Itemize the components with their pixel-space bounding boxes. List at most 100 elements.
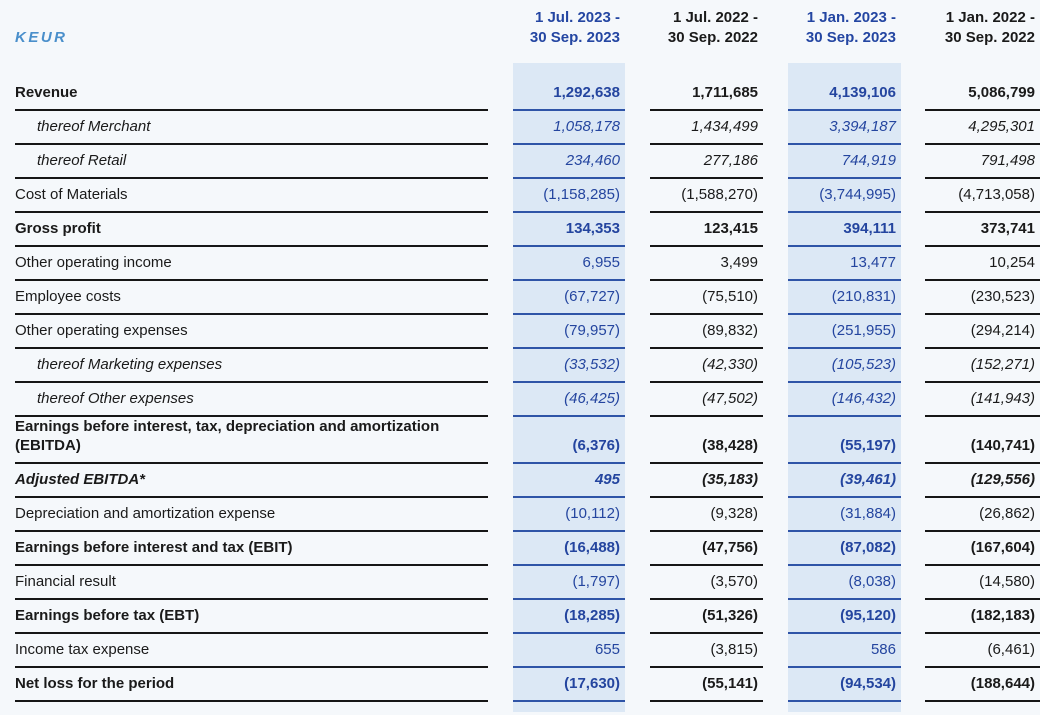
- cell-value: (3,744,995): [788, 178, 901, 213]
- row-label: Earnings before interest and tax (EBIT): [15, 531, 488, 566]
- table-row: Gross profit 134,353 123,415 394,111 373,741: [0, 212, 1040, 247]
- row-label: Income tax expense: [15, 633, 488, 668]
- cell-value: 4,295,301: [925, 110, 1040, 145]
- cell-value: (79,957): [513, 314, 625, 349]
- table-row: Financial result (1,797) (3,570) (8,038) (14…: [0, 565, 1040, 600]
- table-row: thereof Retail 234,460 277,186 744,919 791,4…: [0, 144, 1040, 179]
- cell-value: (75,510): [650, 280, 763, 315]
- header-gap-row: [0, 55, 1040, 63]
- cell-value: (140,741): [925, 416, 1040, 464]
- cell-value: 791,498: [925, 144, 1040, 179]
- column-header-q3-2023: 1 Jul. 2023 - 30 Sep. 2023: [529, 9, 620, 46]
- cell-value: 1,058,178: [513, 110, 625, 145]
- cell-value: (26,862): [925, 497, 1040, 532]
- cell-value: 373,741: [925, 212, 1040, 247]
- cell-value: 6,955: [513, 246, 625, 281]
- column-header-9m-2023: 1 Jan. 2023 - 30 Sep. 2023: [805, 9, 896, 46]
- table-row: Adjusted EBITDA* 495 (35,183) (39,461) (129,…: [0, 463, 1040, 498]
- row-label: Financial result: [15, 565, 488, 600]
- column-header-q3-2022: 1 Jul. 2022 - 30 Sep. 2022: [667, 9, 758, 46]
- row-label: Employee costs: [15, 280, 488, 315]
- table-header-row: KEUR 1 Jul. 2023 - 30 Sep. 2023 1 Jul. 2…: [0, 0, 1040, 55]
- cell-value: (3,570): [650, 565, 763, 600]
- cell-value: (95,120): [788, 599, 901, 634]
- row-label: Other operating income: [15, 246, 488, 281]
- table-row: Earnings before interest, tax, depreciat…: [0, 416, 1040, 464]
- cell-value: 495: [513, 463, 625, 498]
- column-header-9m-2022: 1 Jan. 2022 - 30 Sep. 2022: [944, 9, 1035, 46]
- cell-value: (3,815): [650, 633, 763, 668]
- table-row: Cost of Materials (1,158,285) (1,588,270) (…: [0, 178, 1040, 213]
- cell-value: (152,271): [925, 348, 1040, 383]
- cell-value: 277,186: [650, 144, 763, 179]
- cell-value: (8,038): [788, 565, 901, 600]
- cell-value: (10,112): [513, 497, 625, 532]
- cell-value: (17,630): [513, 667, 625, 702]
- cell-value: 134,353: [513, 212, 625, 247]
- row-label: Net loss for the period: [15, 667, 488, 702]
- row-label: Cost of Materials: [15, 178, 488, 213]
- cell-value: 13,477: [788, 246, 901, 281]
- cell-value: (51,326): [650, 599, 763, 634]
- cell-value: (4,713,058): [925, 178, 1040, 213]
- cell-value: (87,082): [788, 531, 901, 566]
- table-row: Earnings before interest and tax (EBIT) (…: [0, 531, 1040, 566]
- cell-value: (1,797): [513, 565, 625, 600]
- cell-value: (129,556): [925, 463, 1040, 498]
- cell-value: 3,394,187: [788, 110, 901, 145]
- cell-value: (55,141): [650, 667, 763, 702]
- cell-value: (9,328): [650, 497, 763, 532]
- cell-value: 4,139,106: [788, 63, 901, 111]
- cell-value: (146,432): [788, 382, 901, 417]
- cell-value: 1,711,685: [650, 63, 763, 111]
- row-label: Earnings before tax (EBT): [15, 599, 488, 634]
- table-row: Other operating income 6,955 3,499 13,477 10…: [0, 246, 1040, 281]
- cell-value: 1,292,638: [513, 63, 625, 111]
- row-label: thereof Other expenses: [15, 382, 488, 417]
- cell-value: (67,727): [513, 280, 625, 315]
- cell-value: 123,415: [650, 212, 763, 247]
- cell-value: (188,644): [925, 667, 1040, 702]
- highlight-filler-row: [0, 701, 1040, 712]
- cell-value: (18,285): [513, 599, 625, 634]
- cell-value: (141,943): [925, 382, 1040, 417]
- cell-value: (89,832): [650, 314, 763, 349]
- table-row: Revenue 1,292,638 1,711,685 4,139,106 5,086,…: [0, 63, 1040, 111]
- row-label: Other operating expenses: [15, 314, 488, 349]
- cell-value: 10,254: [925, 246, 1040, 281]
- cell-value: (167,604): [925, 531, 1040, 566]
- cell-value: 5,086,799: [925, 63, 1040, 111]
- cell-value: (294,214): [925, 314, 1040, 349]
- cell-value: (230,523): [925, 280, 1040, 315]
- cell-value: (46,425): [513, 382, 625, 417]
- table-row: thereof Merchant 1,058,178 1,434,499 3,394,…: [0, 110, 1040, 145]
- row-label: Revenue: [15, 63, 488, 111]
- cell-value: (182,183): [925, 599, 1040, 634]
- cell-value: (94,534): [788, 667, 901, 702]
- cell-value: (6,376): [513, 416, 625, 464]
- cell-value: (47,502): [650, 382, 763, 417]
- table-row: Net loss for the period (17,630) (55,141) (…: [0, 667, 1040, 702]
- cell-value: (14,580): [925, 565, 1040, 600]
- cell-value: 1,434,499: [650, 110, 763, 145]
- cell-value: 234,460: [513, 144, 625, 179]
- row-label: thereof Merchant: [15, 110, 488, 145]
- row-label: thereof Marketing expenses: [15, 348, 488, 383]
- table-row: thereof Other expenses (46,425) (47,502) (1…: [0, 382, 1040, 417]
- cell-value: (105,523): [788, 348, 901, 383]
- row-label: thereof Retail: [15, 144, 488, 179]
- cell-value: 394,111: [788, 212, 901, 247]
- table-row: Income tax expense 655 (3,815) 586 (6,461): [0, 633, 1040, 668]
- cell-value: (210,831): [788, 280, 901, 315]
- cell-value: (38,428): [650, 416, 763, 464]
- table-row: Depreciation and amortization expense (10…: [0, 497, 1040, 532]
- cell-value: (47,756): [650, 531, 763, 566]
- row-label: Earnings before interest, tax, depreciat…: [15, 416, 488, 464]
- cell-value: (16,488): [513, 531, 625, 566]
- cell-value: 3,499: [650, 246, 763, 281]
- cell-value: (6,461): [925, 633, 1040, 668]
- unit-label: KEUR: [15, 29, 68, 46]
- cell-value: 744,919: [788, 144, 901, 179]
- table-row: Earnings before tax (EBT) (18,285) (51,326…: [0, 599, 1040, 634]
